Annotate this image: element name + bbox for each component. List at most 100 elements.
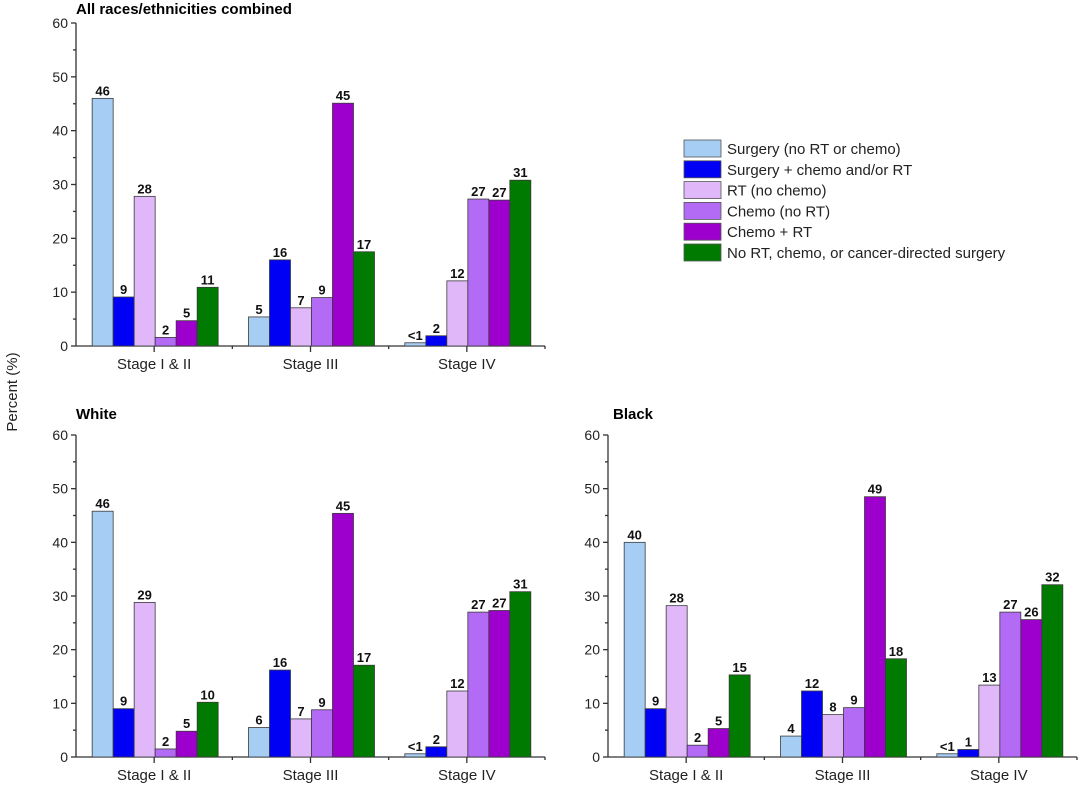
x-tick-label: Stage III <box>815 767 871 784</box>
bar <box>780 735 802 758</box>
data-label: <1 <box>408 328 423 343</box>
bar <box>248 316 270 347</box>
y-tick-label: 30 <box>52 177 68 193</box>
data-label: 7 <box>297 704 304 719</box>
data-label: 5 <box>183 306 190 321</box>
bar <box>154 748 177 758</box>
legend-item: No RT, chemo, or cancer-directed surgery <box>683 243 1006 262</box>
legend-swatch <box>683 181 722 200</box>
bar <box>864 496 886 758</box>
bar <box>290 307 312 347</box>
data-label: 15 <box>732 660 746 675</box>
data-label: 40 <box>627 527 641 542</box>
data-label: 46 <box>95 496 109 511</box>
legend-label: RT (no chemo) <box>727 183 827 200</box>
data-label: 2 <box>694 730 701 745</box>
y-tick-label: 10 <box>584 695 600 711</box>
bar <box>509 591 532 758</box>
legend-label: No RT, chemo, or cancer-directed surgery <box>727 245 1006 262</box>
data-label: 2 <box>433 732 440 747</box>
data-label: <1 <box>940 739 955 754</box>
data-label: 12 <box>805 676 819 691</box>
data-label: 27 <box>492 185 506 200</box>
bar <box>196 286 219 347</box>
y-tick-label: 60 <box>584 427 600 443</box>
bar <box>623 541 646 758</box>
data-label: 7 <box>297 293 304 308</box>
legend-swatch <box>683 201 722 220</box>
data-label: 1 <box>965 734 972 749</box>
data-label: 29 <box>137 587 151 602</box>
bar <box>133 602 156 758</box>
data-label: 26 <box>1024 605 1038 620</box>
data-label: 2 <box>433 321 440 336</box>
bar <box>248 727 270 758</box>
y-tick-label: 0 <box>60 749 68 765</box>
bar <box>404 342 427 347</box>
data-label: 31 <box>513 577 527 592</box>
data-label: 16 <box>273 655 287 670</box>
bar <box>290 718 312 758</box>
bar <box>353 664 375 758</box>
bar <box>353 251 375 347</box>
y-tick-label: 20 <box>584 642 600 658</box>
data-label: 9 <box>318 695 325 710</box>
data-label: 18 <box>889 644 903 659</box>
bar <box>133 195 156 347</box>
data-label: 5 <box>255 302 262 317</box>
bar <box>467 198 490 347</box>
data-label: 5 <box>183 716 190 731</box>
data-label: 8 <box>829 700 836 715</box>
data-label: 27 <box>1003 597 1017 612</box>
y-tick-label: 20 <box>52 642 68 658</box>
y-tick-label: 40 <box>52 534 68 550</box>
bar <box>154 336 177 347</box>
y-tick-label: 20 <box>52 230 68 246</box>
data-label: 45 <box>336 88 350 103</box>
y-tick-label: 30 <box>584 588 600 604</box>
legend-item: Chemo (no RT) <box>683 201 830 220</box>
bar <box>311 297 333 347</box>
bar <box>707 728 730 758</box>
legend-label: Chemo + RT <box>727 224 812 241</box>
legend-item: RT (no chemo) <box>683 181 827 200</box>
panel-title: White <box>76 406 117 423</box>
data-label: 32 <box>1045 570 1059 585</box>
legend-swatch <box>683 243 722 262</box>
bar <box>332 512 354 758</box>
panel-all-races: All races/ethnicities combined 0 10 20 30 40… <box>52 1 546 373</box>
legend-swatch <box>683 222 722 241</box>
x-tick-label: Stage IV <box>970 767 1028 784</box>
bar <box>91 510 114 758</box>
bar <box>446 690 469 758</box>
y-tick-label: 60 <box>52 15 68 31</box>
bar <box>175 730 198 758</box>
bar <box>1041 584 1064 758</box>
bar <box>509 179 532 347</box>
bar <box>332 102 354 347</box>
data-label: 17 <box>357 237 371 252</box>
x-tick-label: Stage IV <box>438 767 496 784</box>
bar <box>843 707 865 758</box>
legend-label: Surgery (no RT or chemo) <box>727 141 901 158</box>
data-label: 28 <box>137 181 151 196</box>
bar <box>1020 619 1043 758</box>
data-label: 9 <box>120 694 127 709</box>
y-tick-label: 40 <box>584 534 600 550</box>
legend: Surgery (no RT or chemo) Surgery + chemo … <box>683 139 1006 262</box>
data-label: 9 <box>652 694 659 709</box>
data-label: 5 <box>715 714 722 729</box>
bar <box>196 701 219 758</box>
data-label: 28 <box>669 591 683 606</box>
bar <box>728 674 751 758</box>
panel-black: Black 0 10 20 30 40 50 60 Stage I & II 40 9 28 25 15… <box>584 406 1078 784</box>
data-label: 49 <box>868 482 882 497</box>
data-label: <1 <box>408 739 423 754</box>
legend-item: Surgery + chemo and/or RT <box>683 160 912 179</box>
data-label: 45 <box>336 498 350 513</box>
legend-label: Surgery + chemo and/or RT <box>727 162 912 179</box>
bar <box>91 97 114 347</box>
y-tick-label: 60 <box>52 427 68 443</box>
legend-swatch <box>683 139 722 158</box>
